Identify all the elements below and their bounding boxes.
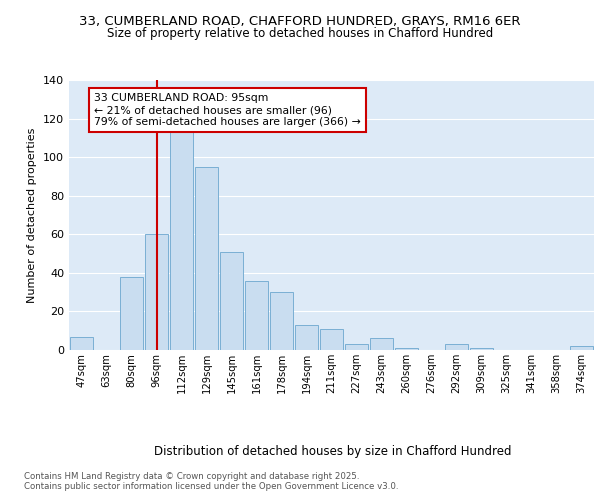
Bar xyxy=(145,234,168,350)
Text: Size of property relative to detached houses in Chafford Hundred: Size of property relative to detached ho… xyxy=(107,28,493,40)
Bar xyxy=(220,252,243,350)
Text: Distribution of detached houses by size in Chafford Hundred: Distribution of detached houses by size … xyxy=(154,444,512,458)
Text: 33, CUMBERLAND ROAD, CHAFFORD HUNDRED, GRAYS, RM16 6ER: 33, CUMBERLAND ROAD, CHAFFORD HUNDRED, G… xyxy=(79,15,521,28)
Bar xyxy=(120,276,143,350)
Bar xyxy=(270,292,293,350)
Text: Contains HM Land Registry data © Crown copyright and database right 2025.: Contains HM Land Registry data © Crown c… xyxy=(24,472,359,481)
Y-axis label: Number of detached properties: Number of detached properties xyxy=(28,128,37,302)
Bar xyxy=(70,336,93,350)
Bar xyxy=(170,128,193,350)
Bar xyxy=(320,329,343,350)
Text: 33 CUMBERLAND ROAD: 95sqm
← 21% of detached houses are smaller (96)
79% of semi-: 33 CUMBERLAND ROAD: 95sqm ← 21% of detac… xyxy=(94,94,361,126)
Bar xyxy=(370,338,393,350)
Bar xyxy=(345,344,368,350)
Bar xyxy=(245,280,268,350)
Bar xyxy=(445,344,468,350)
Text: Contains public sector information licensed under the Open Government Licence v3: Contains public sector information licen… xyxy=(24,482,398,491)
Bar xyxy=(470,348,493,350)
Bar xyxy=(395,348,418,350)
Bar xyxy=(195,167,218,350)
Bar xyxy=(570,346,593,350)
Bar xyxy=(295,325,318,350)
